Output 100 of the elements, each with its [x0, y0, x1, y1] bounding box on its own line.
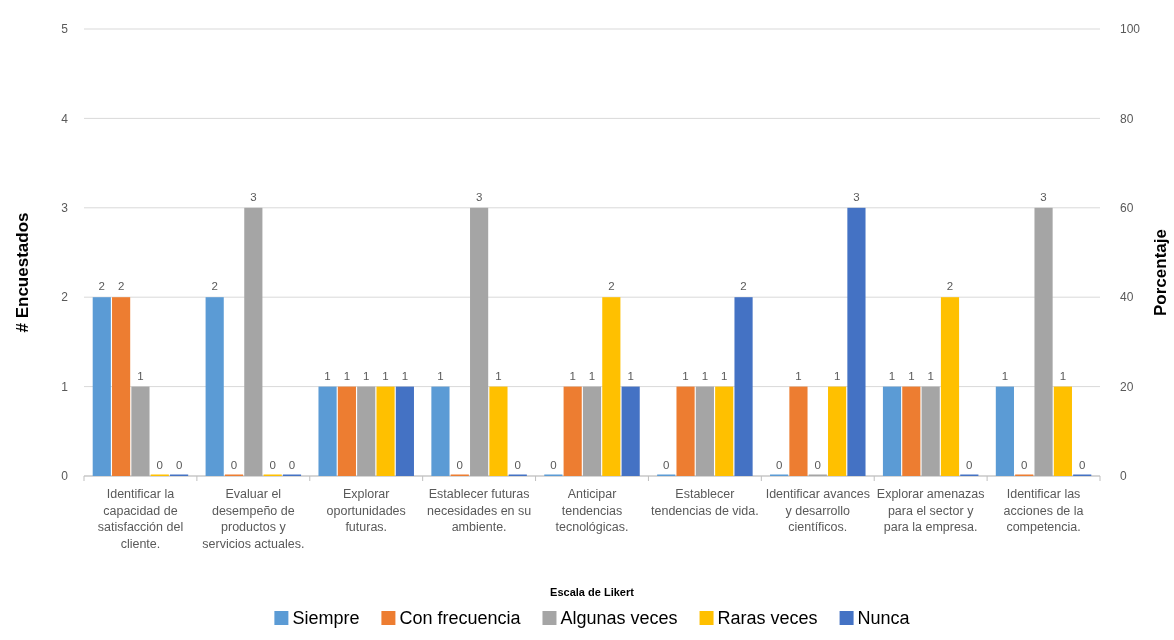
data-label: 0 [269, 459, 276, 471]
data-label: 1 [1059, 369, 1067, 382]
legend-label: Raras veces [717, 608, 818, 629]
data-label: 1 [682, 369, 689, 382]
bar [337, 386, 356, 476]
data-label: 1 [382, 369, 389, 382]
bar [828, 386, 847, 476]
bar [676, 386, 695, 476]
data-label: 0 [514, 459, 521, 471]
data-label: 0 [230, 459, 238, 471]
y-tick-label: 5 [61, 22, 69, 37]
data-label: 2 [946, 280, 954, 293]
legend-label: Con frecuencia [399, 608, 522, 629]
bar [563, 386, 582, 476]
bar [695, 386, 714, 476]
data-label: 0 [1021, 459, 1028, 471]
y-tick-label: 4 [61, 111, 69, 126]
data-label: 1 [627, 369, 634, 382]
data-label: 1 [701, 369, 709, 382]
bar [92, 297, 111, 476]
data-label: 1 [1001, 369, 1009, 382]
data-label: 2 [211, 280, 218, 293]
bar [582, 386, 602, 476]
data-label: 1 [324, 369, 331, 382]
data-label: 0 [663, 459, 670, 471]
data-label: 1 [363, 369, 370, 382]
x-tick-label: Establecer futuras necesidades en su ambiente. [426, 487, 532, 534]
data-label: 1 [495, 369, 502, 382]
data-label: 3 [853, 190, 860, 203]
bar [789, 386, 808, 476]
data-label: 0 [1079, 459, 1086, 471]
bar [205, 297, 224, 476]
y2-tick-label: 60 [1120, 201, 1134, 215]
y-tick-label: 3 [61, 201, 69, 215]
legend-label: Algunas veces [560, 608, 678, 629]
data-label: 1 [795, 369, 802, 382]
y-tick-label: 2 [61, 290, 69, 305]
data-label: 1 [588, 369, 596, 382]
bar [318, 386, 337, 476]
x-tick-label: Explorar oportunidades futuras. [326, 487, 406, 534]
bar [995, 386, 1014, 476]
bar [602, 297, 621, 476]
data-label: 0 [775, 459, 783, 471]
x-axis-title: Escala de Likert [550, 586, 635, 598]
data-label: 3 [475, 190, 483, 203]
bar [734, 297, 753, 476]
data-label: 1 [401, 369, 409, 382]
data-label: 1 [137, 369, 144, 382]
bar [1053, 386, 1072, 476]
data-label: 0 [175, 459, 183, 471]
bar [357, 386, 376, 476]
data-label: 3 [250, 190, 257, 203]
data-label: 0 [966, 459, 973, 471]
data-label: 2 [608, 280, 615, 293]
y2-tick-label: 100 [1120, 22, 1141, 37]
bar [489, 386, 508, 476]
y2-axis-title: Porcentaje [1151, 229, 1170, 316]
legend-label: Nunca [857, 608, 911, 629]
x-tick-label: Explorar amenazas para el sector y para la empresa. [876, 487, 985, 534]
data-label: 0 [814, 459, 821, 471]
data-label: 1 [437, 369, 444, 382]
data-label: 0 [156, 459, 163, 471]
y-tick-label: 0 [61, 469, 69, 484]
y2-tick-label: 40 [1120, 290, 1134, 305]
bar [940, 297, 960, 476]
data-label: 2 [98, 280, 105, 293]
data-label: 1 [833, 369, 841, 382]
data-label: 1 [569, 369, 576, 382]
data-label: 1 [927, 369, 934, 382]
data-label: 2 [740, 280, 747, 293]
bar [921, 386, 940, 476]
x-tick-label: Anticipar tendencias tecnológicas. [555, 487, 629, 534]
bar [431, 386, 450, 476]
y-tick-label: 1 [61, 379, 69, 394]
y2-tick-label: 0 [1120, 469, 1127, 484]
bar [470, 207, 489, 476]
data-label: 1 [888, 369, 896, 382]
data-label: 1 [908, 369, 915, 382]
data-label: 0 [550, 459, 557, 471]
bar [1034, 207, 1053, 476]
data-label: 0 [456, 459, 463, 471]
x-tick-label: Identificar las acciones de la competencia. [1003, 487, 1084, 534]
bar [715, 386, 734, 476]
y2-tick-label: 80 [1120, 111, 1134, 126]
data-label: 1 [721, 369, 728, 382]
bar [112, 297, 131, 476]
x-tick-label: Establecer tendencias de vida. [651, 487, 759, 518]
data-label: 2 [117, 280, 125, 293]
bar [244, 207, 263, 476]
x-tick-label: Evaluar el desempeño de productos y servicios actuales. [202, 487, 305, 551]
y2-tick-label: 20 [1120, 379, 1134, 394]
y-axis-title: # Encuestados [13, 212, 32, 333]
bar [882, 386, 902, 476]
bar [902, 386, 921, 476]
bar [376, 386, 395, 476]
x-tick-label: Identificar avances y desarrollo científicos. [765, 487, 870, 534]
bar [621, 386, 640, 476]
data-label: 3 [1040, 190, 1047, 203]
bar [847, 207, 866, 476]
legend-label: Siempre [292, 608, 360, 629]
